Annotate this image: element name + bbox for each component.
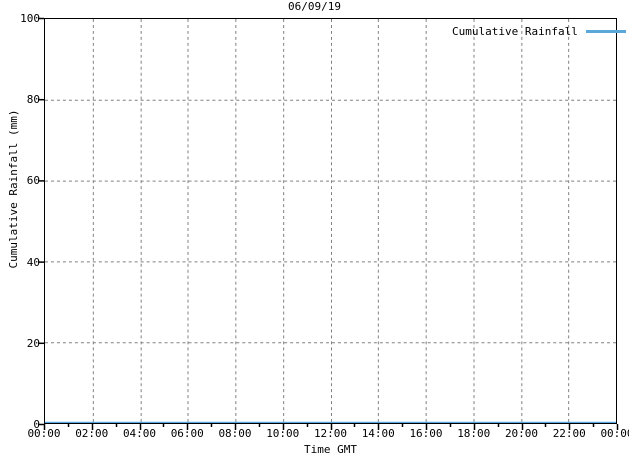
chart-legend: Cumulative Rainfall bbox=[452, 26, 626, 37]
x-tick-label: 20:00 bbox=[504, 427, 539, 440]
x-tick-label: 18:00 bbox=[457, 427, 491, 440]
legend-label-cumulative-rainfall: Cumulative Rainfall bbox=[452, 25, 578, 38]
y-axis-tick-labels: 0 20 40 60 80 100 bbox=[0, 0, 40, 459]
x-tick-label: 22:00 bbox=[552, 427, 586, 440]
x-tick-label: 00:00 bbox=[600, 427, 629, 440]
x-tick-label: 08:00 bbox=[218, 427, 252, 440]
x-tick-label: 14:00 bbox=[361, 427, 395, 440]
x-tick-label: 12:00 bbox=[313, 427, 348, 440]
x-tick-label: 10:00 bbox=[266, 427, 300, 440]
x-tick-label: 06:00 bbox=[170, 427, 204, 440]
y-tick-label: 40 bbox=[26, 255, 40, 269]
series-lines bbox=[45, 421, 616, 423]
x-tick-label: 02:00 bbox=[75, 427, 109, 440]
y-tick-label: 0 bbox=[33, 418, 40, 431]
plot-area bbox=[44, 18, 617, 424]
grid-lines bbox=[45, 19, 616, 423]
x-tick-label: 00:00 bbox=[27, 427, 61, 440]
y-tick-label: 100 bbox=[20, 12, 40, 25]
y-tick-label: 80 bbox=[26, 93, 40, 107]
y-tick-label: 20 bbox=[26, 336, 40, 350]
x-tick-label: 16:00 bbox=[409, 427, 443, 440]
chart-title: 06/09/19 bbox=[288, 0, 341, 13]
legend-swatch-cumulative-rainfall bbox=[585, 30, 626, 33]
x-axis-tick-labels: 00:00 02:00 04:00 06:00 08:00 10:00 12:00 14:00… bbox=[0, 428, 629, 442]
x-axis-title: Time GMT bbox=[304, 443, 357, 456]
y-tick-label: 60 bbox=[26, 174, 40, 188]
x-tick-label: 04:00 bbox=[122, 427, 157, 440]
